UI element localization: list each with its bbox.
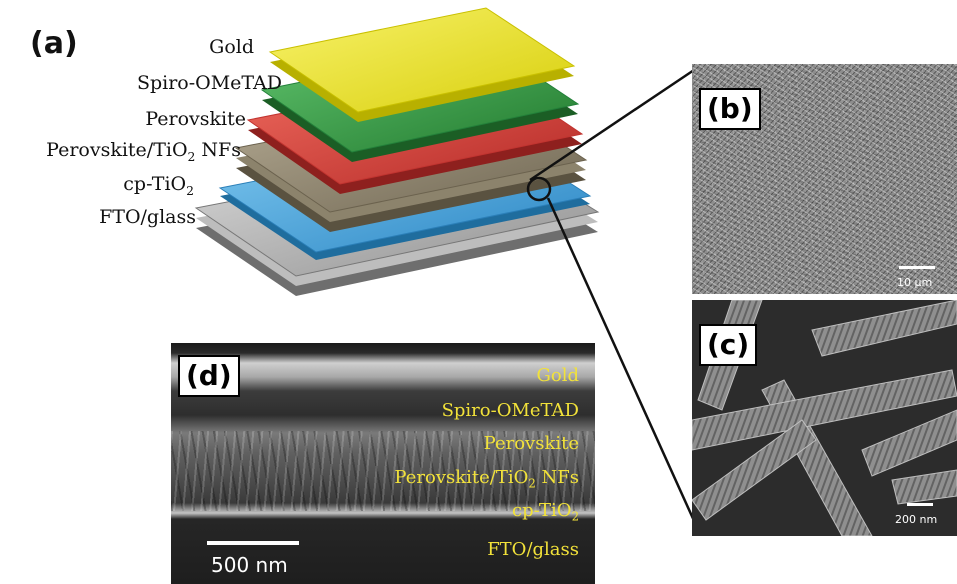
- d-label-spiro: Spiro-OMeTAD: [441, 400, 579, 421]
- label-cp-tio2: cp-TiO2: [123, 173, 194, 198]
- panel-b-scale-bar: [899, 266, 935, 269]
- panel-b-label: (b): [699, 88, 761, 130]
- panel-c-scale-bar: [907, 503, 933, 506]
- panel-c-sem-image: (c) 200 nm: [692, 300, 957, 536]
- d-label-gold: Gold: [536, 365, 580, 386]
- panel-b-scale-label: 10 µm: [897, 276, 933, 289]
- panel-c-label: (c): [699, 324, 758, 366]
- layer-stack-diagram: [194, 7, 600, 296]
- d-label-perovskite: Perovskite: [483, 433, 579, 454]
- d-label-perovskite-tio2-nfs: Perovskite/TiO2 NFs: [394, 467, 579, 491]
- label-perovskite: Perovskite: [145, 108, 246, 130]
- label-fto-glass: FTO/glass: [99, 206, 196, 228]
- panel-d-label: (d): [178, 355, 240, 397]
- label-perovskite-tio2-nfs: Perovskite/TiO2 NFs: [46, 139, 241, 164]
- panel-d-sem-crosssection: (d) Gold Spiro-OMeTAD Perovskite Perovsk…: [171, 343, 595, 584]
- label-gold: Gold: [209, 36, 254, 58]
- crosssection-texture: [171, 431, 595, 511]
- label-spiro-ometad: Spiro-OMeTAD: [136, 72, 282, 94]
- panel-a-label: (a): [30, 26, 78, 61]
- d-label-cp-tio2: cp-TiO2: [511, 500, 579, 524]
- panel-d-layer-labels: Gold Spiro-OMeTAD Perovskite Perovskite/…: [319, 343, 579, 584]
- panel-b-sem-image: (b) 10 µm: [692, 64, 957, 294]
- d-label-fto-glass: FTO/glass: [487, 539, 579, 560]
- panel-c-scale-label: 200 nm: [895, 513, 938, 526]
- panel-d-scale-bar: [207, 541, 299, 545]
- panel-d-scale-label: 500 nm: [211, 553, 288, 577]
- panel-a: (a): [0, 0, 640, 330]
